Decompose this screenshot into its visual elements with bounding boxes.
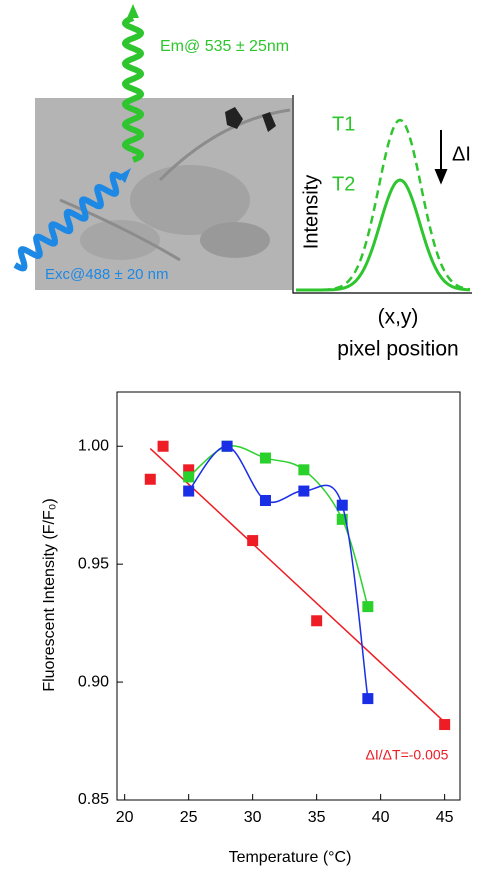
fit-line (149, 448, 446, 723)
x-tick-label: 40 (372, 809, 390, 826)
point (183, 485, 195, 497)
peak-t2 (296, 178, 471, 292)
inset-xlabel: (x,y) (378, 306, 419, 329)
annotation: ΔI/ΔT=-0.005 (366, 747, 449, 763)
point (144, 473, 156, 485)
x-tick-label: 35 (308, 809, 326, 826)
cell (80, 220, 160, 260)
inset-ylabel: Intensity (300, 175, 322, 249)
plot-frame (116, 391, 461, 801)
y-tick-label: 0.90 (78, 673, 109, 690)
x-tick-label: 25 (180, 809, 198, 826)
point (362, 601, 374, 613)
point (183, 471, 195, 483)
delta-label: ΔI (452, 143, 471, 165)
y-tick-label: 1.00 (78, 437, 109, 454)
point (183, 464, 195, 476)
emission-arrow (121, 15, 145, 163)
arrow-head (127, 4, 139, 18)
spline-curve (188, 445, 369, 699)
cell-edge (59, 108, 291, 262)
x-tick-label: 20 (116, 809, 134, 826)
point (247, 535, 259, 547)
point (311, 615, 323, 627)
t2-label: T2 (332, 173, 355, 195)
x-tick-label: 30 (244, 809, 262, 826)
point (259, 452, 271, 464)
cell (200, 222, 270, 258)
point (298, 464, 310, 476)
point (439, 719, 451, 731)
point (362, 693, 374, 705)
debris (225, 107, 276, 132)
inset-axes (292, 95, 472, 294)
t1-label: T1 (332, 113, 355, 135)
delta-arrow (434, 130, 448, 185)
micrograph (35, 98, 292, 290)
cell (130, 165, 250, 235)
point (336, 499, 348, 511)
emission-label: Em@ 535 ± 25nm (160, 38, 289, 55)
arrow-head (118, 168, 131, 183)
x-tick-label: 45 (436, 809, 454, 826)
point (221, 440, 233, 452)
excitation-arrow (13, 171, 124, 272)
spline-curve (188, 444, 369, 607)
x-axis-label: Temperature (°C) (229, 849, 352, 866)
y-tick-label: 0.95 (78, 555, 109, 572)
point (157, 440, 169, 452)
excitation-label: Exc@488 ± 20 nm (45, 266, 169, 283)
inset-xlabel2: pixel position (337, 338, 458, 361)
point (336, 513, 348, 525)
point (298, 485, 310, 497)
point (259, 494, 271, 506)
y-axis-label: Fluorescent Intensity (F/F₀) (41, 498, 58, 691)
y-tick-label: 0.85 (78, 791, 109, 808)
